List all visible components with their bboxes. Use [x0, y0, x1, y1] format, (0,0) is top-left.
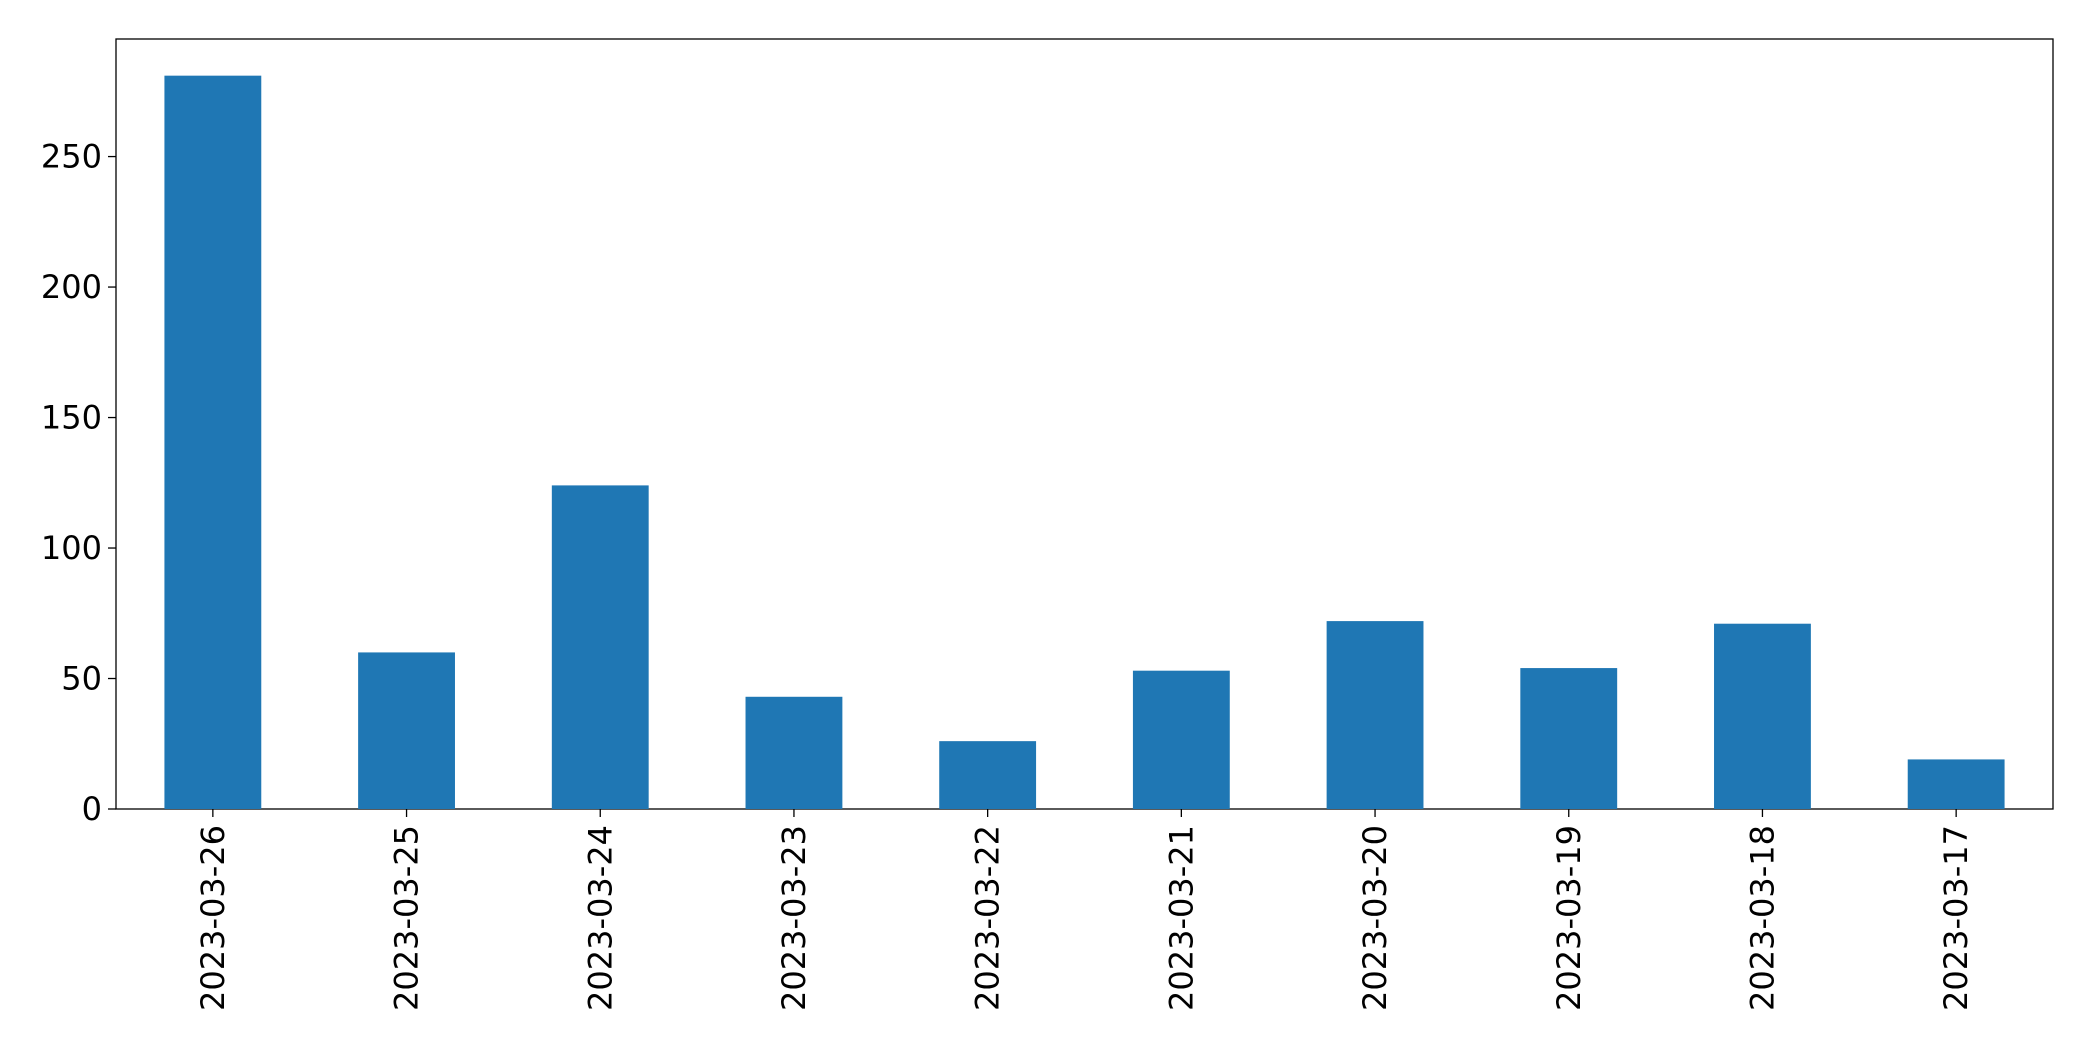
y-tick-label: 200 [41, 268, 102, 306]
bar [551, 485, 649, 809]
y-tick-label: 50 [61, 660, 102, 698]
x-tick-label: 2023-03-21 [1162, 825, 1200, 1011]
bar [358, 652, 455, 809]
bar [1326, 621, 1424, 809]
bar [745, 696, 843, 809]
bar [1520, 668, 1618, 809]
x-tick-label: 2023-03-17 [1937, 825, 1975, 1011]
y-tick-label: 100 [41, 529, 102, 567]
x-tick-label: 2023-03-25 [388, 825, 426, 1011]
x-tick-label: 2023-03-22 [969, 825, 1007, 1011]
x-tick-label: 2023-03-20 [1356, 825, 1394, 1011]
y-tick-label: 250 [41, 138, 102, 176]
bar [1907, 759, 2005, 809]
bar [1132, 670, 1230, 809]
axes-frame [115, 38, 2054, 810]
x-tick-label: 2023-03-18 [1743, 825, 1781, 1011]
bar [164, 75, 262, 809]
x-tick-label: 2023-03-26 [194, 825, 232, 1011]
y-tick-label: 0 [82, 790, 102, 828]
x-tick-label: 2023-03-24 [581, 825, 619, 1011]
x-tick-label: 2023-03-19 [1550, 825, 1588, 1011]
bar [939, 741, 1037, 809]
x-tick-label: 2023-03-23 [775, 825, 813, 1011]
y-tick-label: 150 [41, 399, 102, 437]
bar [1714, 623, 1811, 809]
